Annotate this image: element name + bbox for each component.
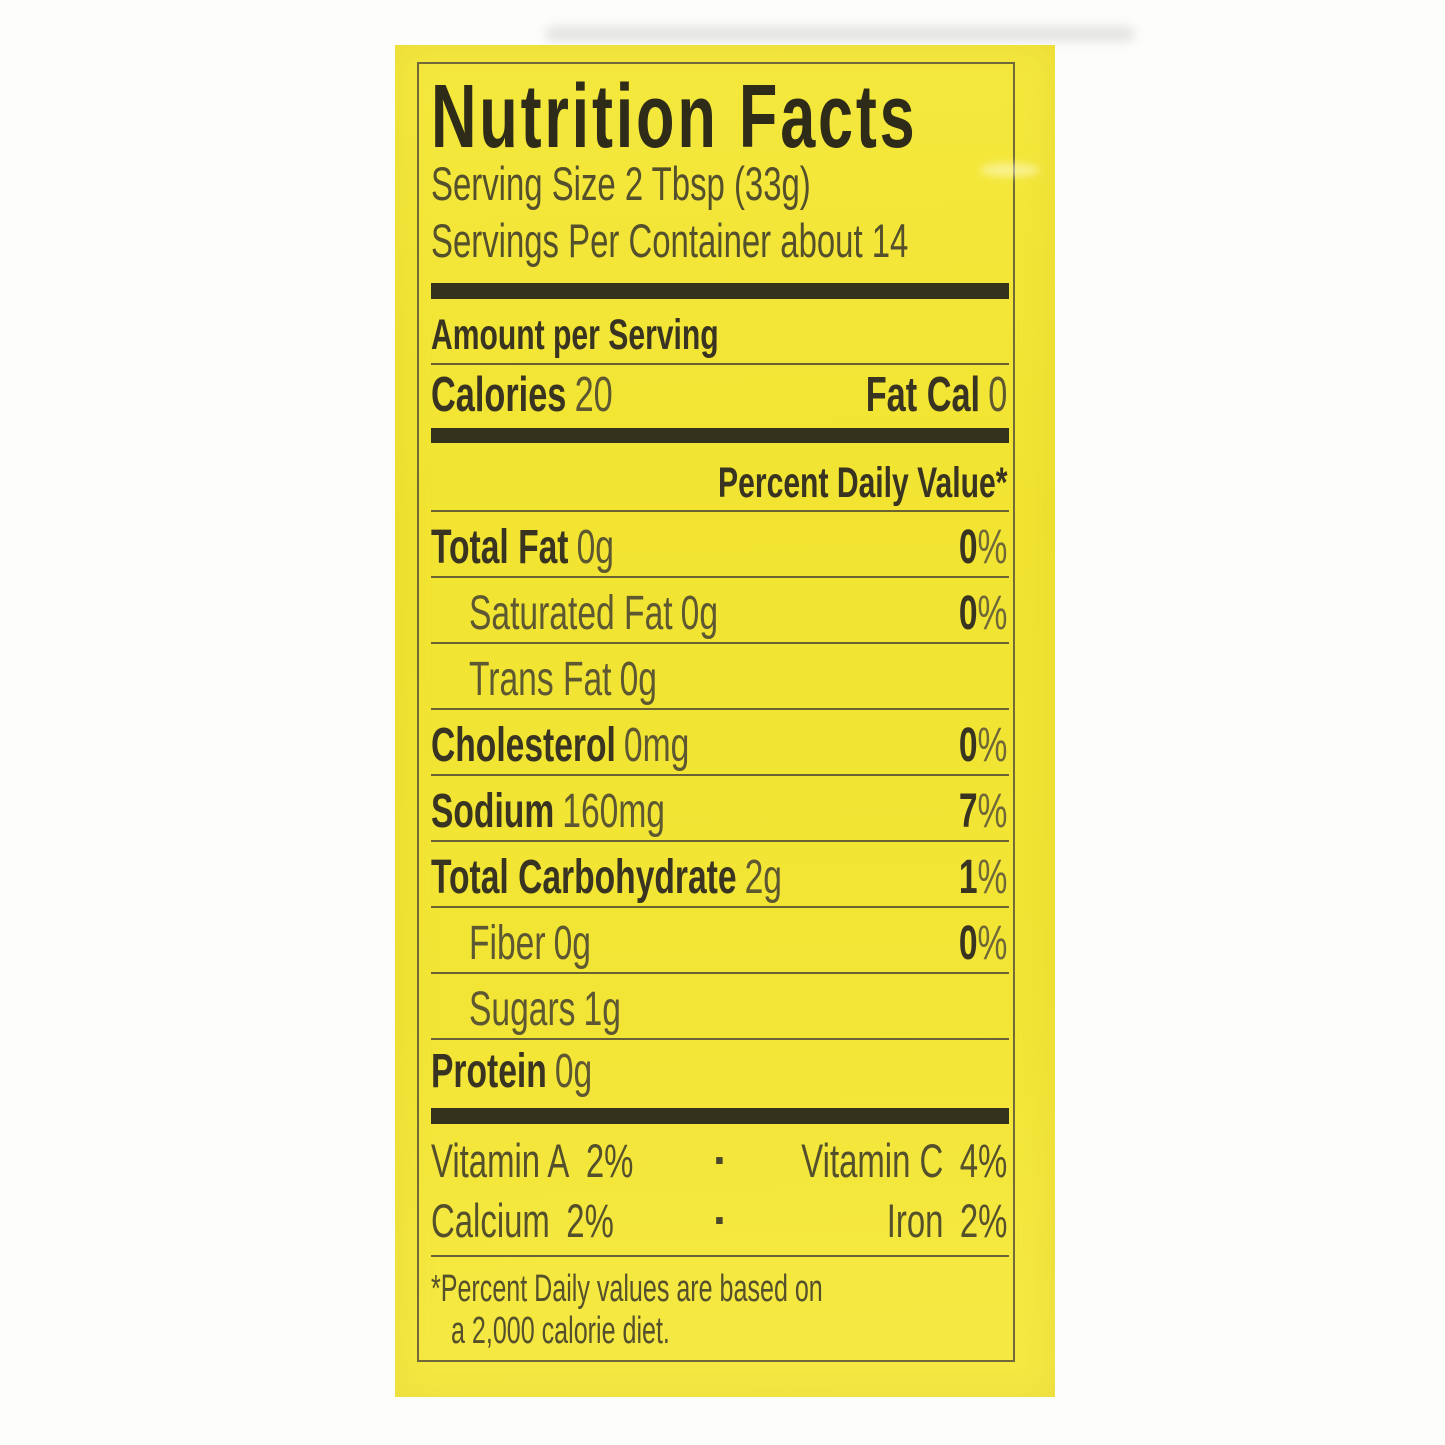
thin-rule bbox=[431, 840, 1009, 842]
nutrient-row-sugars: Sugars 1g bbox=[469, 983, 621, 1036]
thick-bar-top bbox=[431, 283, 1009, 299]
thin-rule bbox=[431, 1038, 1009, 1040]
serving-size-text: Serving Size 2 Tbsp (33g) bbox=[431, 157, 811, 210]
separator-dot: · bbox=[713, 1194, 729, 1246]
nutrient-row-total-fat: Total Fat 0g 0% bbox=[431, 521, 1007, 574]
nutrient-row-trans-fat: Trans Fat 0g bbox=[469, 653, 657, 706]
nutrient-row-protein: Protein 0g bbox=[431, 1045, 593, 1098]
thin-rule bbox=[431, 774, 1009, 776]
thick-bar-bottom bbox=[431, 1108, 1009, 1124]
label-title: Nutrition Facts bbox=[431, 67, 918, 167]
servings-per-container-line: Servings Per Container about 14 bbox=[395, 217, 1055, 275]
vitamin-row-a-c: Vitamin A 2% · Vitamin C 4% bbox=[431, 1134, 1007, 1187]
percent-daily-value-header: Percent Daily Value* bbox=[717, 459, 1007, 507]
separator-dot: · bbox=[713, 1134, 729, 1186]
nutrition-facts-label: Nutrition Facts Serving Size 2 Tbsp (33g… bbox=[395, 45, 1055, 1397]
calories-entry: Calories 20 bbox=[431, 368, 613, 422]
percent-daily-value-header-line: Percent Daily Value* bbox=[395, 462, 1055, 520]
amount-per-serving-line: Amount per Serving bbox=[395, 314, 1055, 372]
thick-bar-mid bbox=[431, 428, 1009, 443]
nutrient-row-total-carbohydrate: Total Carbohydrate 2g 1% bbox=[431, 851, 1007, 904]
nutrient-row-fiber: Fiber 0g 0% bbox=[469, 917, 1007, 970]
thin-rule bbox=[431, 708, 1009, 710]
thin-rule bbox=[431, 576, 1009, 578]
thin-rule bbox=[431, 972, 1009, 974]
servings-per-container-text: Servings Per Container about 14 bbox=[431, 214, 909, 267]
thin-rule bbox=[431, 510, 1009, 512]
nutrient-row-sodium: Sodium 160mg 7% bbox=[431, 785, 1007, 838]
label-border bbox=[417, 62, 1015, 1362]
vitamin-row-calcium-iron: Calcium 2% · Iron 2% bbox=[431, 1194, 1007, 1247]
label-header: Nutrition Facts bbox=[395, 72, 1055, 167]
thin-rule bbox=[431, 906, 1009, 908]
thin-rule bbox=[431, 1255, 1009, 1257]
thin-rule bbox=[431, 363, 1009, 365]
photo-artifact bbox=[545, 26, 1135, 42]
nutrient-row-saturated-fat: Saturated Fat 0g 0% bbox=[469, 587, 1007, 640]
amount-per-serving-text: Amount per Serving bbox=[431, 311, 719, 359]
footnote-line-1: *Percent Daily values are based on bbox=[431, 1268, 823, 1310]
fat-cal-entry: Fat Cal 0 bbox=[865, 368, 1007, 422]
thin-rule bbox=[431, 642, 1009, 644]
nutrient-row-cholesterol: Cholesterol 0mg 0% bbox=[431, 719, 1007, 772]
calories-row: Calories 20 Fat Cal 0 bbox=[395, 371, 1055, 429]
serving-size-line: Serving Size 2 Tbsp (33g) bbox=[395, 160, 1055, 218]
footnote-line-2: a 2,000 calorie diet. bbox=[451, 1310, 670, 1352]
glare-spot bbox=[980, 163, 1040, 177]
